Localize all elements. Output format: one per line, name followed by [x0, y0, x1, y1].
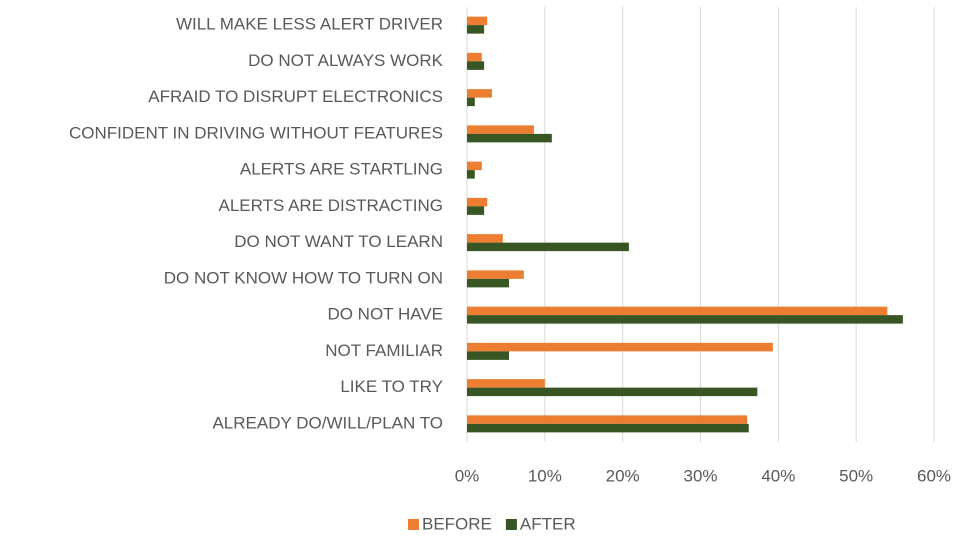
x-tick-label: 20%	[606, 466, 640, 485]
legend-label: AFTER	[520, 514, 576, 533]
x-tick-label: 0%	[455, 466, 480, 485]
x-tick-label: 30%	[683, 466, 717, 485]
legend-swatch	[505, 519, 517, 530]
bar	[467, 415, 748, 424]
bar	[467, 387, 758, 397]
bar	[467, 97, 475, 107]
y-tick-label: AFRAID TO DISRUPT ELECTRONICS	[148, 87, 443, 106]
x-tick-label: 50%	[839, 466, 873, 485]
bar	[467, 234, 503, 243]
y-tick-label: ALREADY DO/WILL/PLAN TO	[212, 413, 443, 432]
x-tick-label: 10%	[528, 466, 562, 485]
bar	[467, 161, 482, 171]
legend-swatch	[408, 519, 419, 530]
x-tick-label: 60%	[917, 466, 951, 485]
legend-label: BEFORE	[422, 514, 492, 533]
bar	[467, 278, 510, 288]
y-tick-label: DO NOT HAVE	[327, 305, 443, 324]
y-tick-label: ALERTS ARE DISTRACTING	[218, 196, 443, 215]
y-tick-label: WILL MAKE LESS ALERT DRIVER	[176, 15, 443, 34]
y-tick-label: DO NOT ALWAYS WORK	[248, 51, 444, 70]
y-tick-label: DO NOT WANT TO LEARN	[234, 232, 443, 251]
bar	[467, 52, 482, 62]
y-tick-label: CONFIDENT IN DRIVING WITHOUT FEATURES	[69, 123, 443, 142]
bar	[467, 61, 485, 70]
bar	[467, 25, 485, 34]
bar	[467, 16, 488, 26]
bar	[467, 206, 485, 215]
bar	[467, 125, 534, 134]
bar	[467, 306, 888, 316]
bar	[467, 379, 545, 388]
x-tick-label: 40%	[761, 466, 795, 485]
bar	[467, 242, 629, 252]
bar	[467, 133, 552, 143]
y-tick-label: NOT FAMILIAR	[325, 341, 443, 360]
bar	[467, 351, 510, 360]
bar	[467, 423, 749, 433]
y-tick-label: LIKE TO TRY	[340, 377, 443, 396]
y-tick-label: ALERTS ARE STARTLING	[240, 160, 443, 179]
bar	[467, 315, 903, 324]
bar	[467, 197, 488, 207]
y-tick-label: DO NOT KNOW HOW TO TURN ON	[164, 268, 443, 287]
bar	[467, 270, 524, 279]
bar	[467, 170, 475, 179]
bar	[467, 89, 492, 98]
bar	[467, 342, 773, 352]
